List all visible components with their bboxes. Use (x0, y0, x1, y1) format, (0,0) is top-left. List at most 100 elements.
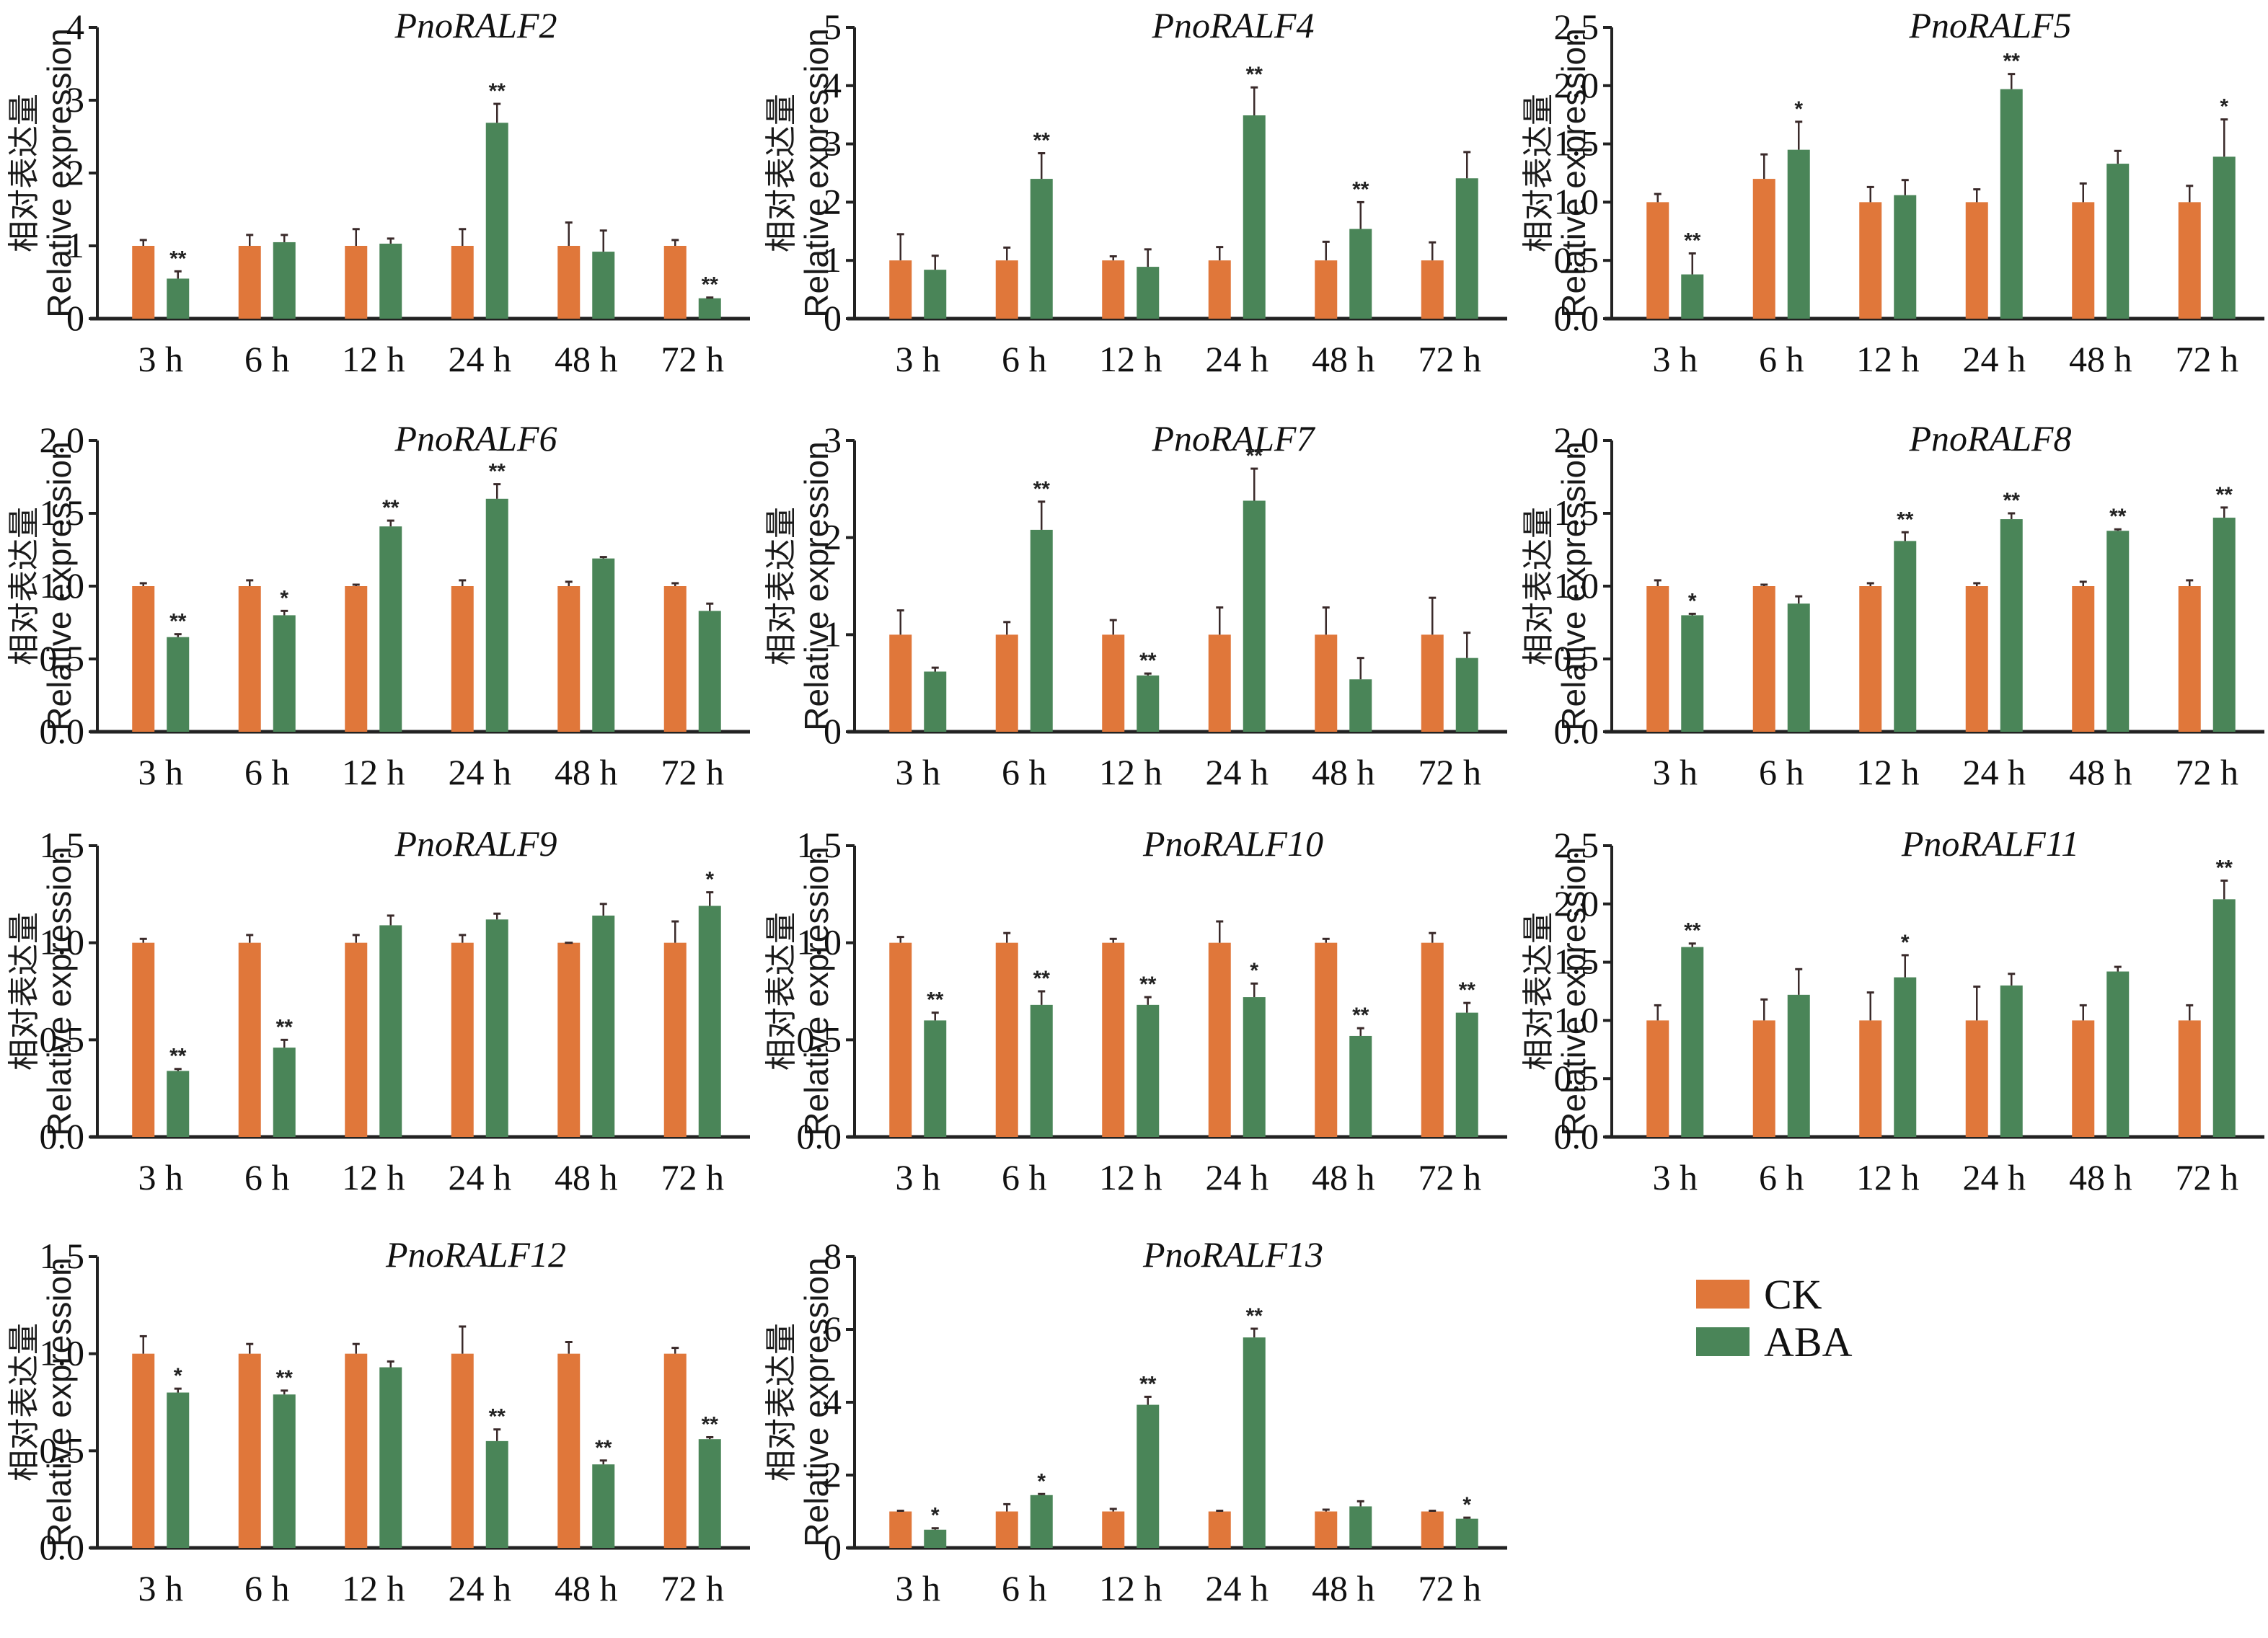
x-tick-label: 6 h (244, 1157, 290, 1197)
y-tick-label: 1.0 (40, 1333, 85, 1373)
y-tick-label: 2.5 (1554, 6, 1599, 47)
y-axis-label-en: Relative expression (1555, 441, 1592, 730)
bar-ck (132, 246, 155, 319)
significance-label: * (1037, 1469, 1046, 1493)
panel-pnoralf2: 相对表达量 Relative expression PnoRALF2 0 1 2 3 4 ** 3… (0, 0, 756, 409)
bar-ck (1315, 260, 1338, 319)
chart-title: PnoRALF9 (394, 823, 557, 864)
chart-title: PnoRALF8 (1909, 418, 2072, 459)
x-tick-label: 3 h (138, 752, 184, 792)
bar-ck (995, 634, 1018, 732)
y-tick-label: 2.0 (1554, 420, 1599, 460)
y-tick-label: 1.5 (40, 492, 85, 533)
significance-label: ** (382, 496, 400, 520)
bar-ck (2178, 586, 2201, 732)
bar-ck (1315, 942, 1338, 1137)
chart-title: PnoRALF7 (1152, 418, 1316, 459)
legend-item-aba: ABA (1696, 1318, 1852, 1365)
significance-label: ** (702, 1412, 719, 1436)
bar-aba (2106, 164, 2130, 319)
bar-ck (1421, 260, 1444, 319)
panel-pnoralf13: 相对表达量 Relative expression PnoRALF13 0 2 4 6 8 * 3… (757, 1229, 1513, 1638)
x-tick-label: 3 h (896, 1157, 941, 1197)
bar-ck (1965, 1020, 1988, 1137)
bar-aba (1137, 1004, 1160, 1137)
significance-label: ** (2109, 505, 2127, 528)
x-tick-label: 6 h (1759, 339, 1804, 379)
y-tick-label: 3 (824, 420, 842, 460)
y-axis-label-en: Relative expression (798, 28, 835, 317)
x-tick-label: 72 h (2176, 1157, 2239, 1197)
chart-title: PnoRALF12 (385, 1234, 566, 1275)
bar-ck (889, 1511, 912, 1548)
y-axis-label-en: Relative expression (40, 846, 78, 1135)
x-tick-label: 12 h (1099, 752, 1162, 792)
bar-aba (485, 919, 508, 1137)
significance-label: ** (1246, 1304, 1263, 1328)
x-tick-label: 24 h (1206, 1568, 1269, 1608)
significance-label: ** (1352, 1004, 1369, 1027)
bar-ck (995, 260, 1018, 319)
legend-swatch-aba (1696, 1327, 1749, 1356)
y-tick-label: 3 (66, 79, 84, 120)
significance-label: ** (1352, 177, 1369, 201)
panel-pnoralf4: 相对表达量 Relative expression PnoRALF4 0 1 2 3 4 5 3 … (757, 0, 1513, 409)
y-axis-label-en: Relative expression (798, 846, 835, 1135)
bar-aba (1455, 658, 1478, 732)
bar-aba (2000, 519, 2023, 732)
y-axis-label-cn: 相对表达量 (763, 912, 800, 1071)
y-tick-label: 0.0 (1554, 711, 1599, 751)
y-tick-label: 4 (824, 65, 842, 105)
x-tick-label: 3 h (1653, 1157, 1698, 1197)
x-tick-label: 72 h (661, 1568, 725, 1608)
panel-pnoralf11: 相对表达量 Relative expression PnoRALF11 0.0 0.5 1… (1514, 818, 2268, 1227)
bar-ck (663, 246, 687, 319)
bar-aba (379, 526, 402, 732)
y-axis-label-cn: 相对表达量 (6, 507, 43, 665)
bar-aba (167, 1392, 190, 1548)
bar-ck (2072, 202, 2095, 319)
y-axis-label-en: Relative expression (798, 1257, 835, 1546)
y-tick-label: 3 (824, 123, 842, 164)
bar-aba (592, 252, 615, 319)
bar-ck (1102, 634, 1125, 732)
bar-aba (2212, 899, 2236, 1137)
bar-ck (451, 942, 474, 1137)
significance-label: * (705, 868, 714, 892)
y-tick-label: 5 (824, 6, 842, 47)
significance-label: ** (1246, 444, 1263, 468)
panel-pnoralf12: 相对表达量 Relative expression PnoRALF12 0.0 0.5 1… (0, 1229, 756, 1638)
x-tick-label: 12 h (342, 752, 405, 792)
bar-ck (238, 1353, 261, 1548)
y-tick-label: 1 (824, 614, 842, 654)
chart-title: PnoRALF2 (394, 5, 557, 45)
significance-label: ** (2216, 483, 2233, 507)
x-tick-label: 3 h (1653, 339, 1698, 379)
bar-aba (379, 1367, 402, 1548)
y-axis-label-cn: 相对表达量 (1520, 507, 1557, 665)
bar-aba (379, 243, 402, 319)
y-tick-label: 0.5 (40, 638, 85, 678)
bar-aba (2000, 89, 2023, 319)
bar-aba (273, 1048, 296, 1137)
y-tick-label: 0.5 (40, 1430, 85, 1470)
panel-pnoralf6: 相对表达量 Relative expression PnoRALF6 0.0 0.5 1.… (0, 413, 756, 822)
significance-label: ** (2003, 489, 2021, 513)
chart-title: PnoRALF13 (1142, 1234, 1323, 1275)
bar-aba (485, 498, 508, 732)
bar-ck (995, 942, 1018, 1137)
y-tick-label: 2 (824, 517, 842, 557)
bar-ck (345, 246, 368, 319)
bar-ck (557, 246, 581, 319)
significance-label: ** (1033, 477, 1051, 501)
bar-ck (132, 1353, 155, 1548)
panel-pnoralf10: 相对表达量 Relative expression PnoRALF10 0.0 0.5 1… (757, 818, 1513, 1227)
bar-ck (557, 1353, 581, 1548)
